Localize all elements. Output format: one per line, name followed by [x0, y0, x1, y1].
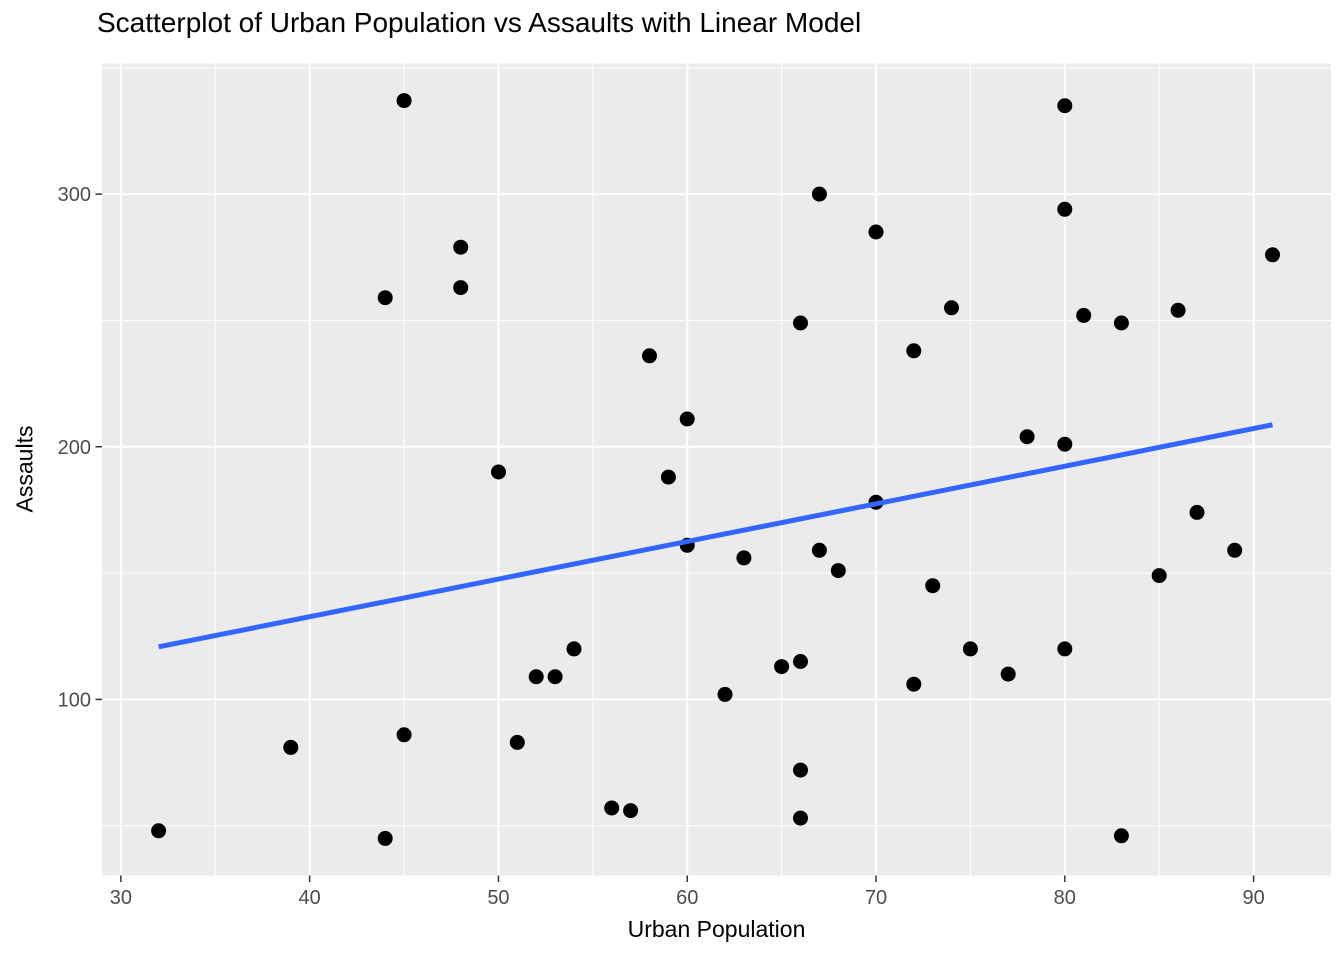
y-tick-label: 200: [58, 437, 91, 459]
x-tick-label: 50: [487, 887, 509, 909]
data-point: [396, 93, 412, 109]
data-point: [868, 224, 884, 240]
data-point: [509, 734, 525, 750]
x-tick-label: 90: [1242, 887, 1264, 909]
y-axis-title: Assaults: [11, 425, 38, 513]
data-point: [1265, 247, 1280, 263]
data-point: [1057, 98, 1073, 114]
data-point: [1057, 201, 1073, 217]
x-axis-title: Urban Population: [627, 916, 806, 942]
data-point: [283, 739, 299, 755]
data-point: [793, 315, 808, 331]
data-point: [736, 550, 752, 566]
plot-panel: [102, 63, 1331, 876]
data-point: [151, 823, 167, 839]
data-point: [1170, 302, 1186, 318]
data-point: [774, 659, 790, 675]
data-point: [1227, 542, 1243, 558]
y-tick-label: 300: [58, 184, 91, 206]
data-point: [1151, 568, 1167, 584]
data-point: [1189, 504, 1205, 520]
data-point: [793, 810, 808, 826]
y-tick-label: 100: [58, 689, 91, 711]
x-tick-label: 80: [1054, 887, 1076, 909]
data-point: [811, 542, 827, 558]
data-point: [1076, 307, 1092, 323]
data-point: [377, 290, 393, 306]
data-point: [642, 348, 657, 364]
data-point: [793, 654, 808, 669]
regression-line: [158, 422, 1273, 650]
data-point: [1057, 641, 1073, 657]
x-tick-label: 40: [299, 887, 321, 909]
data-point: [453, 239, 469, 255]
data-point: [906, 343, 922, 359]
data-point: [396, 727, 412, 743]
data-point: [660, 469, 676, 485]
data-point: [491, 464, 506, 480]
data-point: [962, 641, 978, 657]
data-point: [830, 563, 846, 579]
data-point: [793, 762, 808, 778]
data-point: [623, 803, 639, 819]
data-point: [528, 669, 544, 685]
data-point: [925, 578, 941, 594]
x-tick-label: 60: [676, 887, 698, 909]
data-point: [566, 641, 582, 657]
data-point: [604, 800, 620, 816]
data-point: [1019, 429, 1035, 445]
plot-title: Scatterplot of Urban Population vs Assau…: [97, 7, 862, 38]
data-point: [906, 676, 922, 692]
data-point: [1113, 315, 1129, 331]
data-point: [377, 830, 393, 846]
data-point: [453, 280, 469, 296]
x-tick-label: 70: [865, 887, 887, 909]
data-point: [547, 669, 563, 685]
x-tick-label: 30: [110, 887, 132, 909]
data-point: [811, 186, 827, 202]
data-point: [679, 411, 695, 427]
data-point: [717, 686, 733, 702]
data-point: [1113, 828, 1129, 844]
data-point: [1000, 666, 1016, 682]
data-point: [1057, 436, 1073, 452]
data-point: [944, 300, 959, 316]
